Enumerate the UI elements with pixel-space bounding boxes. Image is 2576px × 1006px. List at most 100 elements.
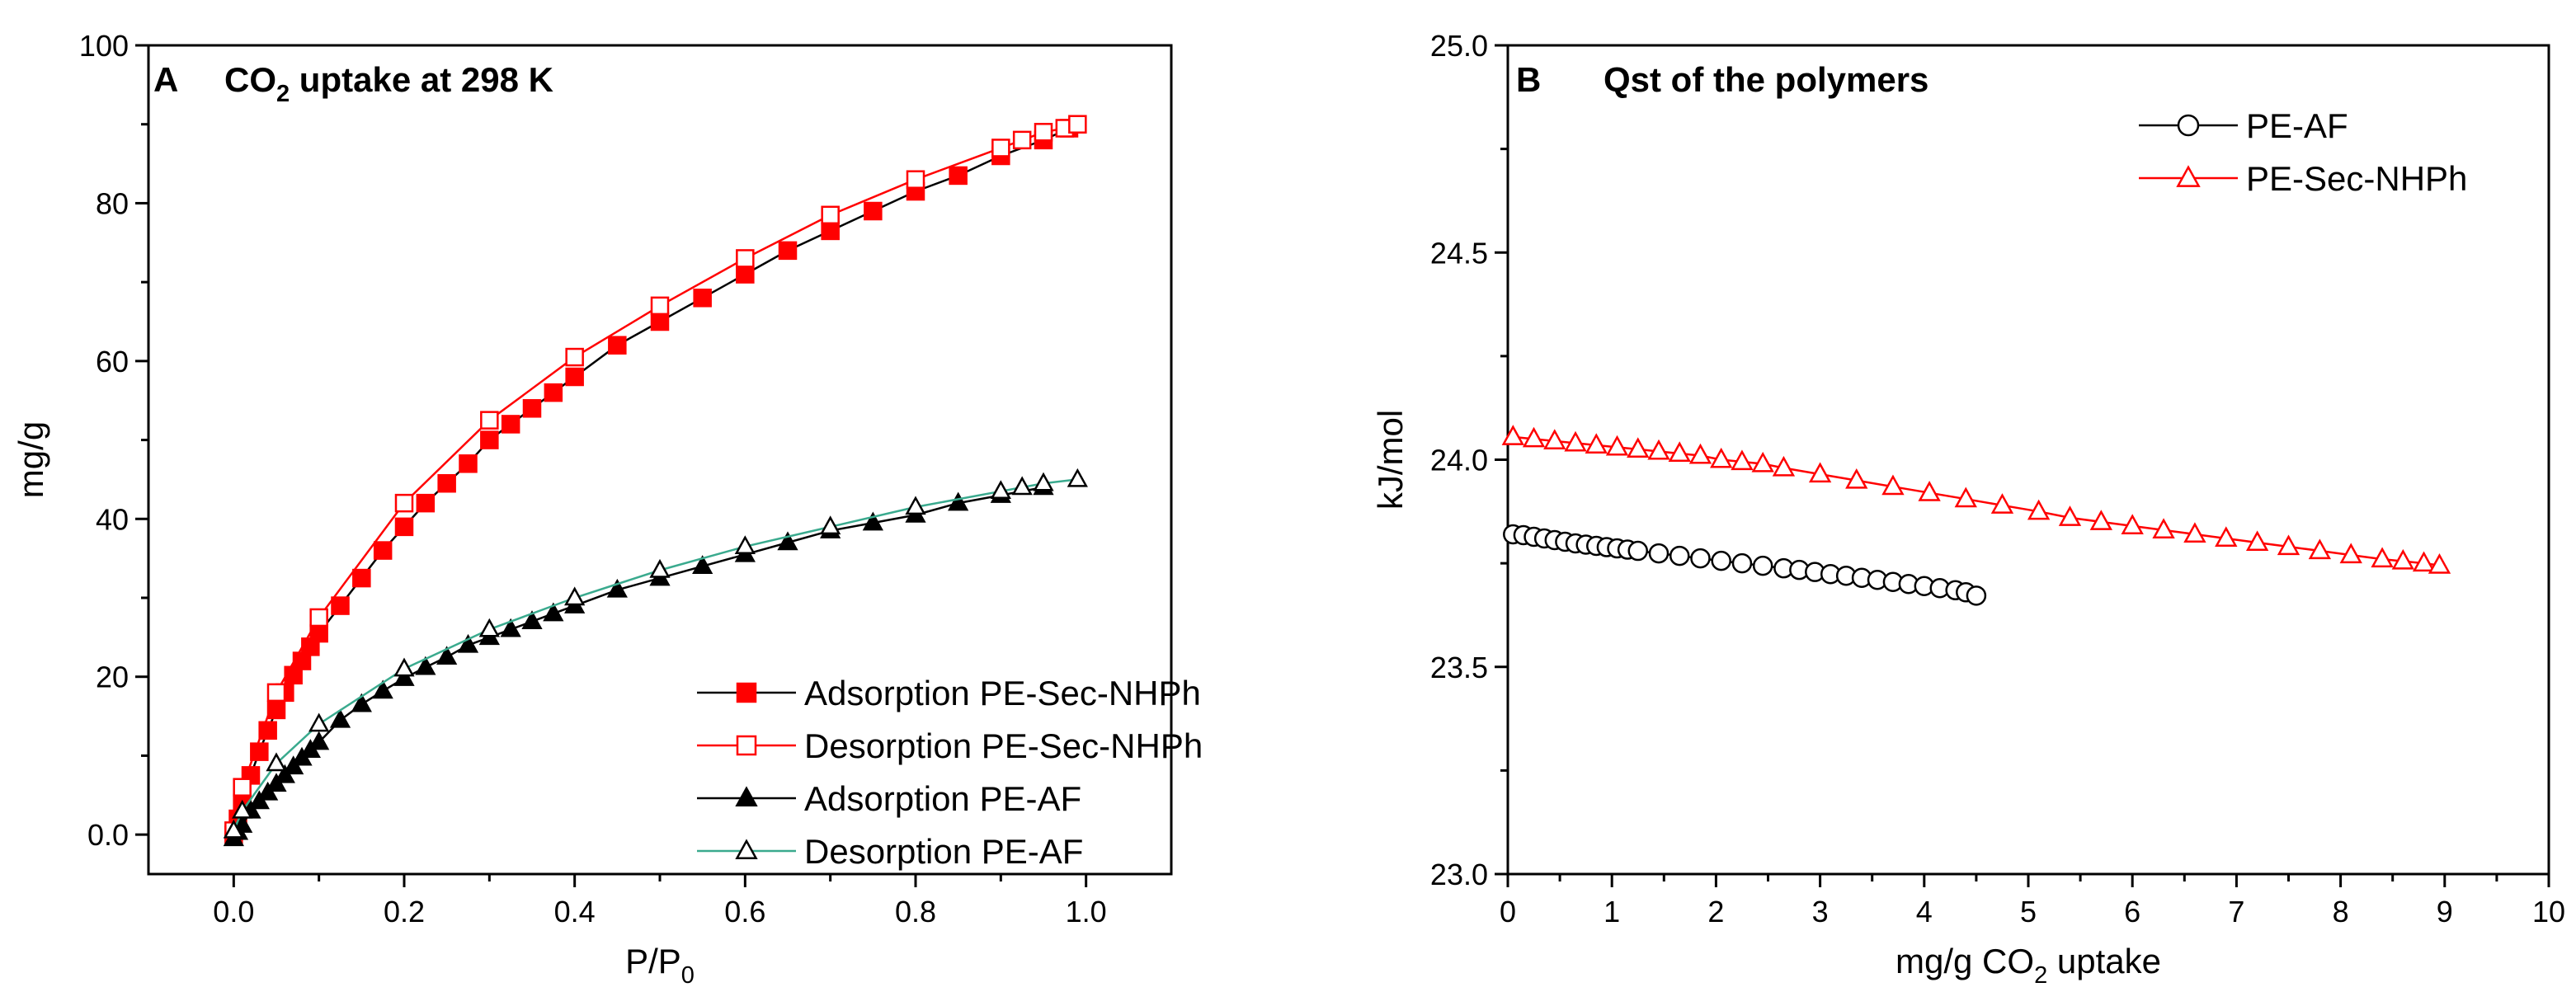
data-point: [416, 493, 436, 513]
data-point: [2121, 514, 2144, 534]
x-tick-label: 6: [2124, 895, 2140, 928]
data-point: [393, 657, 415, 677]
data-point: [948, 491, 969, 511]
data-point: [1033, 472, 1054, 491]
data-point: [521, 610, 543, 629]
data-point: [2089, 510, 2113, 530]
data-point: [2308, 538, 2332, 560]
data-point: [692, 555, 713, 574]
x-tick-label: 8: [2333, 895, 2349, 928]
data-point: [608, 336, 627, 355]
x-tick-label: 0: [1500, 895, 1516, 928]
data-point: [415, 656, 436, 675]
legend-marker: [2177, 114, 2200, 137]
data-point: [522, 399, 542, 418]
data-point: [223, 819, 244, 839]
data-point: [2339, 543, 2362, 564]
data-point: [1808, 462, 1832, 483]
data-point: [544, 383, 563, 402]
data-point: [906, 170, 925, 189]
data-point: [1710, 447, 1733, 468]
data-point: [991, 139, 1010, 157]
x-tick-label: 4: [1916, 895, 1933, 928]
data-point: [1522, 426, 1546, 448]
x-axis-label: mg/g CO2 uptake: [1896, 942, 2161, 989]
data-point: [1711, 550, 1731, 571]
data-point: [1543, 429, 1566, 449]
data-point: [308, 731, 330, 750]
legend-marker: [736, 682, 757, 703]
panel-label: A: [153, 60, 178, 99]
data-point: [650, 312, 670, 331]
data-point: [693, 289, 712, 308]
data-point: [478, 618, 500, 637]
data-point: [736, 249, 755, 268]
data-point: [821, 205, 840, 225]
data-point: [1990, 493, 2014, 514]
series-line: [233, 478, 1078, 831]
data-point: [1772, 455, 1796, 477]
x-tick-label: 5: [2020, 895, 2037, 928]
data-point: [1668, 441, 1691, 463]
data-point: [394, 493, 414, 513]
y-axis-label: mg/g: [12, 421, 50, 498]
legend-b: PE-AF PE-Sec-NHPh: [2139, 106, 2467, 198]
data-point: [2245, 530, 2269, 552]
data-point: [734, 535, 756, 555]
x-axis-label: P/P0: [625, 942, 695, 989]
data-point: [1627, 540, 1648, 562]
data-point: [543, 602, 564, 622]
x-tick-label: 10: [2532, 895, 2565, 928]
data-point: [1731, 449, 1754, 471]
legend-label: Adsorption PE-AF: [804, 779, 1081, 818]
series-b-1: [1501, 425, 2451, 574]
data-point: [1690, 548, 1711, 569]
data-point: [393, 667, 415, 686]
data-point: [329, 708, 351, 728]
data-point: [905, 496, 926, 515]
y-tick-label: 23.5: [1430, 651, 1488, 684]
series-a-3: [223, 468, 1088, 839]
data-point: [459, 454, 478, 473]
legend-marker: [736, 735, 757, 756]
data-point: [2027, 499, 2051, 520]
data-point: [352, 568, 371, 588]
x-tick-label: 0.6: [724, 895, 765, 928]
chart-title: CO2 uptake at 298 K: [224, 60, 553, 107]
data-point: [821, 221, 840, 241]
data-point: [500, 618, 521, 637]
data-point: [820, 515, 841, 535]
data-point: [372, 679, 393, 699]
x-tick-label: 2: [1707, 895, 1724, 928]
data-point: [1751, 451, 1774, 472]
data-point: [2371, 547, 2394, 568]
x-tick-label: 1: [1604, 895, 1620, 928]
data-point: [250, 742, 269, 761]
y-tick-label: 24.0: [1430, 444, 1488, 477]
legend-label: Desorption PE-Sec-NHPh: [804, 726, 1203, 765]
y-tick-label: 100: [79, 29, 129, 63]
data-point: [1966, 585, 1987, 606]
data-point: [501, 415, 520, 434]
data-point: [1067, 468, 1088, 487]
data-point: [2428, 552, 2451, 574]
data-point: [309, 608, 328, 628]
data-point: [564, 586, 586, 606]
chart-panel-a: 0.0 0.2 0.4 0.6 0.8 1.0 0.0 20 40 60 80 100 P/P0 mg/g…: [12, 29, 1203, 989]
chart-title: Qst of the polymers: [1604, 60, 1928, 99]
legend-label: Desorption PE-AF: [804, 832, 1083, 871]
y-axis-label: kJ/mol: [1371, 410, 1410, 510]
data-point: [1564, 430, 1587, 452]
data-point: [1647, 439, 1670, 460]
chart-panel-b: 0 1 2 3 4 5 6 7 8 9 10 23.0 23.5 24.0 24.5 25.0 mg/g CO2…: [1371, 29, 2565, 989]
data-point: [1034, 123, 1053, 142]
data-point: [777, 531, 798, 551]
data-point: [437, 473, 456, 493]
series-a-0: [224, 119, 1079, 844]
panel-label: B: [1516, 60, 1541, 99]
legend-marker: [735, 786, 758, 807]
data-point: [565, 347, 584, 367]
data-point: [2215, 526, 2238, 548]
data-point: [1011, 476, 1033, 496]
data-point: [990, 480, 1011, 500]
